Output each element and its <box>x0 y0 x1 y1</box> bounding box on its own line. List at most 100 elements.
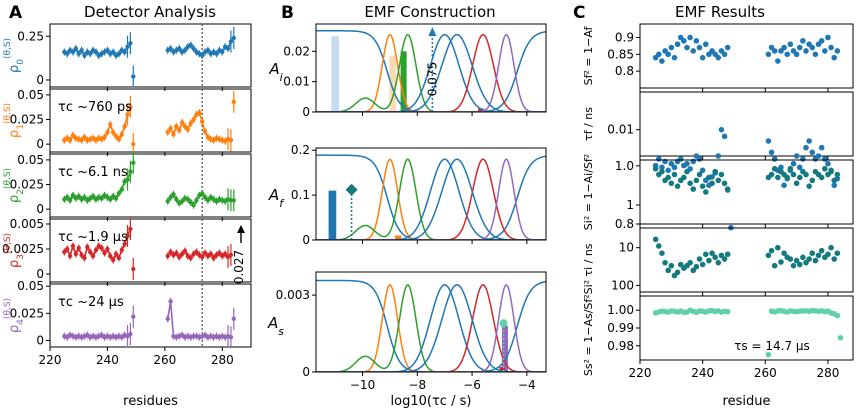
panel-c-point <box>828 44 834 51</box>
panel-b-detector-curve <box>316 283 546 372</box>
circle-marker-icon <box>499 319 508 328</box>
panel-a-3-ytick-label: 0.005 <box>10 217 44 231</box>
panel-a-point <box>76 245 81 251</box>
panel-c-point <box>668 44 675 51</box>
panel-c-point <box>765 138 772 144</box>
panel-a-point <box>119 247 124 253</box>
panel-a-point <box>67 137 73 143</box>
panel-a-point <box>231 99 236 104</box>
panel-a-point <box>182 248 188 254</box>
panel-b-detector-curve <box>316 158 546 240</box>
panel-c-point <box>693 38 700 44</box>
panel-a-point <box>185 197 191 202</box>
panel-c-point <box>655 243 662 249</box>
panel-a-point <box>102 250 107 256</box>
panel-c-point <box>784 174 791 181</box>
panel-a-point <box>65 51 70 56</box>
panel-b-ylabel: As <box>267 314 284 338</box>
panel-a-point <box>70 243 76 249</box>
panel-a-axes-1 <box>49 88 252 153</box>
panel-a-4-xtick-label: 220 <box>39 353 62 367</box>
panel-c-point <box>790 171 797 178</box>
panel-a-point <box>88 51 93 56</box>
panel-b-detector-curve <box>316 284 546 372</box>
panel-c-point <box>659 164 665 171</box>
panel-a-axes-3 <box>49 218 252 283</box>
panel-c-point <box>659 58 665 64</box>
panel-a-point <box>125 177 130 182</box>
panel-a-point <box>197 110 202 115</box>
panel-c-point <box>696 256 703 262</box>
panel-a-2-ytick-label: 0 <box>36 202 44 216</box>
panel-c-4-xtick-label: 240 <box>691 366 714 380</box>
panel-c-point <box>800 38 806 44</box>
panel-c-point <box>684 160 690 167</box>
panel-a-point <box>128 331 133 337</box>
panel-a-title: Detector Analysis <box>84 3 216 21</box>
panel-c-title: EMF Results <box>675 3 765 21</box>
panel-c-point <box>690 267 697 274</box>
panel-a-point <box>202 195 208 200</box>
panel-c-point <box>806 183 812 189</box>
panel-c-point <box>718 171 725 178</box>
panel-a-point <box>125 233 130 239</box>
panel-a-point <box>185 127 191 132</box>
panel-a-point <box>119 132 124 137</box>
panel-c-point <box>787 165 794 172</box>
panel-c-point <box>781 182 787 189</box>
panel-c-2-ytick-label: 1.0 <box>615 159 634 173</box>
panel-b-axes-1 <box>315 147 547 241</box>
panel-c-point <box>828 168 834 175</box>
panel-c-point <box>671 171 678 178</box>
panel-b-bar <box>478 108 484 112</box>
panel-c-point <box>655 51 662 58</box>
panel-c-ylabel: τi / ns <box>582 243 595 276</box>
panel-c-point <box>693 263 700 270</box>
panel-c-point <box>724 44 731 51</box>
panel-c-point <box>793 51 800 58</box>
panel-a-point <box>110 257 116 263</box>
panel-a-point <box>131 160 136 166</box>
panel-a-3-ytick-label: 0 <box>36 267 44 281</box>
panel-a-point <box>174 124 179 129</box>
panel-c-point <box>715 153 722 159</box>
panel-c-point <box>818 174 825 181</box>
panel-a-4-ytick-label: 0.05 <box>17 279 44 293</box>
panel-a-4-xtick-label: 260 <box>153 353 176 367</box>
panel-c-point <box>702 251 709 258</box>
panel-a-point <box>70 193 76 198</box>
panel-c-point <box>674 41 681 48</box>
panel-c-point <box>671 164 678 171</box>
diamond-marker-icon <box>345 183 358 196</box>
panel-c-xlabel: residue <box>723 394 771 409</box>
panel-a-point <box>168 195 173 200</box>
panel-b-bar <box>331 36 339 112</box>
panel-b-detector-curve <box>316 158 546 240</box>
panel-c-point <box>668 160 675 167</box>
panel-a-point <box>125 44 130 49</box>
panel-a-point <box>73 46 79 51</box>
panel-c-point <box>687 259 693 266</box>
panel-a-point <box>128 169 133 174</box>
panel-c-point <box>800 156 806 162</box>
panel-c-point <box>796 164 803 171</box>
panel-b-2-xtick-label: −8 <box>408 378 426 392</box>
panel-c-point <box>831 182 838 189</box>
panel-a-point <box>76 194 81 199</box>
panel-b-bar <box>328 190 337 240</box>
panel-c-point <box>721 256 728 262</box>
panel-c-point <box>796 44 803 51</box>
panel-c-3-ytick-label: 10 <box>619 241 634 255</box>
offscale-arrow-head-icon <box>237 225 245 233</box>
panel-c-point <box>687 34 693 41</box>
panel-a-point <box>220 49 225 55</box>
panel-c-4-ytick-label: 0.99 <box>607 321 634 335</box>
panel-a-offscale-label: 0.027 <box>232 250 246 284</box>
panel-a-point <box>90 194 96 199</box>
panel-c-point <box>715 54 722 61</box>
panel-c-point <box>825 34 831 41</box>
panel-b-title: EMF Construction <box>364 3 495 21</box>
panel-c-axes-0 <box>639 23 854 89</box>
panel-a-point <box>67 253 73 259</box>
panel-c-point <box>834 171 841 178</box>
